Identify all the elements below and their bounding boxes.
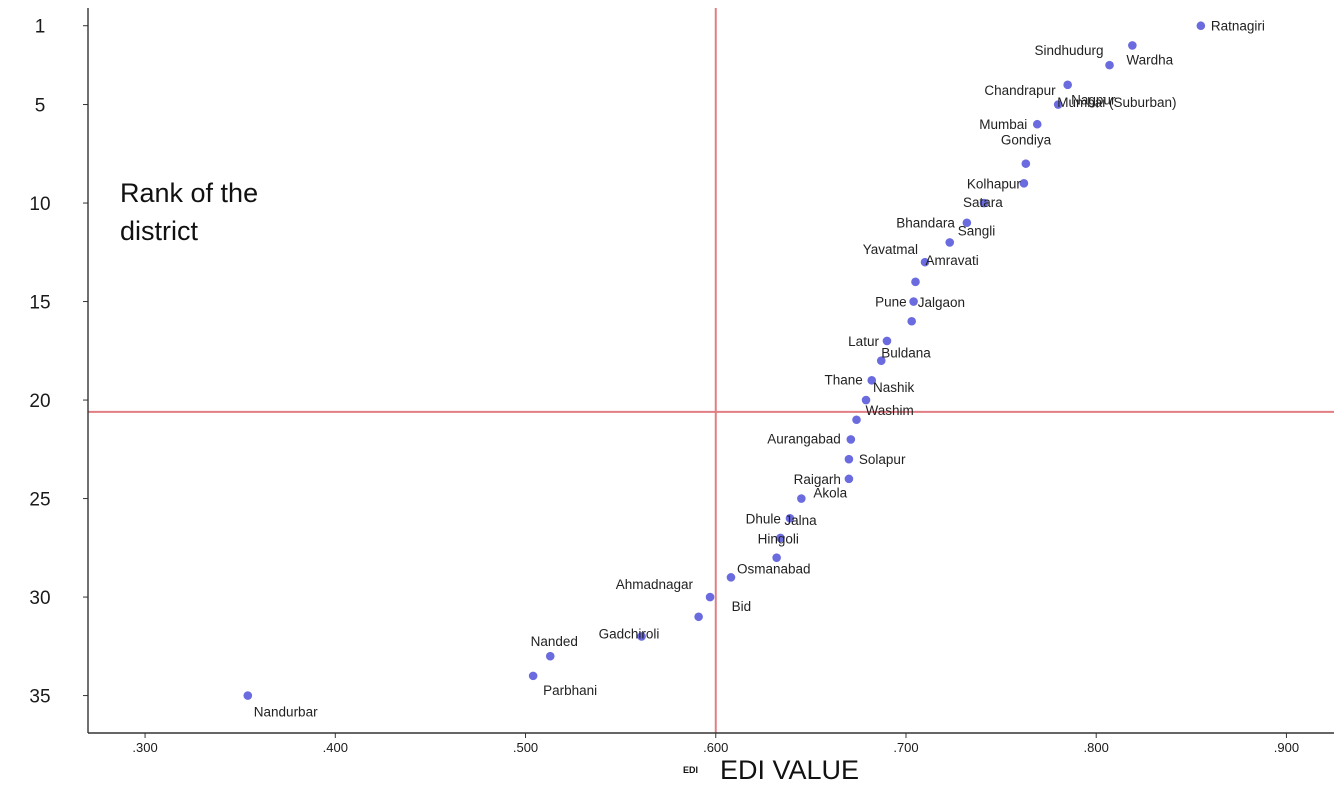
data-point	[909, 297, 918, 306]
data-point	[846, 435, 856, 444]
data-point	[920, 257, 930, 267]
point-label: Satara	[963, 195, 1003, 210]
axes	[87, 8, 1334, 734]
x-tick-label: .700	[893, 740, 918, 755]
point-label: Aurangabad	[767, 431, 841, 446]
point-label: Chandrapur	[984, 83, 1056, 98]
x-axis-title: EDI VALUE	[720, 755, 859, 785]
data-point	[797, 494, 806, 503]
x-tick-label: .300	[132, 740, 157, 755]
point-label: Latur	[848, 334, 879, 349]
data-point	[907, 316, 916, 326]
data-point	[1105, 60, 1114, 70]
data-point	[876, 356, 886, 365]
point-label: Solapur	[859, 452, 906, 467]
y-tick-label: 1	[35, 17, 46, 38]
point-label: Dhule	[746, 511, 781, 526]
x-axis-small-label: EDI	[683, 765, 698, 775]
data-point	[1128, 41, 1137, 50]
data-point	[726, 573, 736, 582]
data-point	[911, 277, 920, 287]
data-point	[861, 395, 871, 405]
data-point	[705, 592, 715, 602]
data-point	[1053, 100, 1063, 109]
point-label: Kolhapur	[967, 176, 1022, 191]
data-point	[1021, 159, 1031, 168]
point-label: Nashik	[873, 380, 915, 395]
data-point	[844, 474, 854, 484]
point-label: Ahmadnagar	[616, 577, 694, 592]
point-label: Jalgaon	[918, 295, 965, 310]
point-label: Parbhani	[543, 683, 597, 698]
point-labels: Ratnagiri Sindhudurg Wardha Chandrapur Nagpu…	[254, 19, 1265, 720]
data-points	[243, 21, 1206, 700]
point-label: Washim	[866, 403, 914, 418]
data-point	[243, 691, 253, 700]
reference-lines	[88, 8, 1334, 733]
data-point	[545, 651, 555, 661]
data-point	[772, 553, 781, 562]
point-label: Yavatmal	[863, 242, 918, 257]
point-label: Pune	[875, 295, 907, 310]
point-label: Ratnagiri	[1211, 19, 1265, 34]
data-point	[637, 632, 646, 641]
point-label: Bid	[732, 599, 752, 614]
point-label: Wardha	[1126, 52, 1173, 67]
y-axis-title-line2: district	[120, 216, 199, 246]
point-label: Mumbai (Suburban)	[1057, 95, 1176, 110]
x-tick-labels: .300 .400 .500 .600 .700 .800 .900	[132, 733, 1299, 755]
x-tick-label: .800	[1084, 740, 1109, 755]
data-point	[785, 513, 795, 523]
x-tick-label: .400	[323, 740, 348, 755]
x-tick-label: .900	[1274, 740, 1299, 755]
point-label: Buldana	[881, 346, 931, 361]
y-tick-label: 30	[29, 588, 50, 609]
data-point	[962, 218, 972, 228]
data-point	[1019, 179, 1029, 188]
data-point	[882, 336, 892, 346]
data-point	[852, 415, 861, 425]
point-label: Gadchiroli	[599, 626, 660, 641]
point-label: Sindhudurg	[1034, 43, 1103, 58]
y-tick-label: 10	[29, 194, 50, 215]
point-label: Gondiya	[1001, 133, 1052, 148]
point-label: Hingoli	[758, 532, 799, 547]
point-label: Raigarh	[794, 472, 841, 487]
point-label: Nandurbar	[254, 705, 318, 720]
data-point	[979, 198, 989, 208]
data-point	[776, 533, 785, 543]
y-tick-label: 15	[29, 293, 50, 314]
point-label: Thane	[824, 372, 862, 387]
y-tick-label: 35	[29, 687, 50, 708]
data-point	[694, 612, 703, 622]
data-point	[528, 671, 538, 681]
y-tick-label: 5	[35, 96, 46, 117]
y-tick-label: 25	[29, 490, 50, 511]
data-point	[1196, 21, 1206, 31]
point-label: Akola	[813, 486, 847, 501]
data-point	[1032, 119, 1042, 129]
data-point	[844, 454, 854, 464]
point-label: Nagpur	[1071, 93, 1116, 108]
x-tick-label: .600	[703, 740, 728, 755]
data-point	[945, 238, 955, 247]
x-tick-label: .500	[513, 740, 538, 755]
point-label: Bhandara	[896, 216, 955, 231]
data-point	[867, 376, 877, 385]
point-label: Nanded	[531, 634, 578, 649]
point-label: Osmanabad	[737, 561, 811, 576]
data-point	[1063, 80, 1072, 90]
point-label: Sangli	[958, 223, 996, 238]
y-tick-label: 20	[29, 391, 50, 412]
point-label: Jalna	[784, 513, 817, 528]
point-label: Amravati	[925, 253, 978, 268]
point-label: Mumbai	[979, 117, 1027, 132]
y-axis-title-line1: Rank of the	[120, 178, 258, 208]
